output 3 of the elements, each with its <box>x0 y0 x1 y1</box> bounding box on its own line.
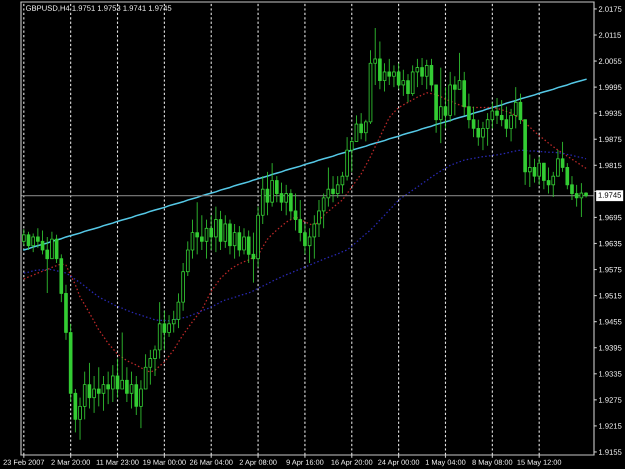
line-series <box>23 78 587 251</box>
line-series <box>23 92 587 373</box>
line-series <box>23 149 587 322</box>
